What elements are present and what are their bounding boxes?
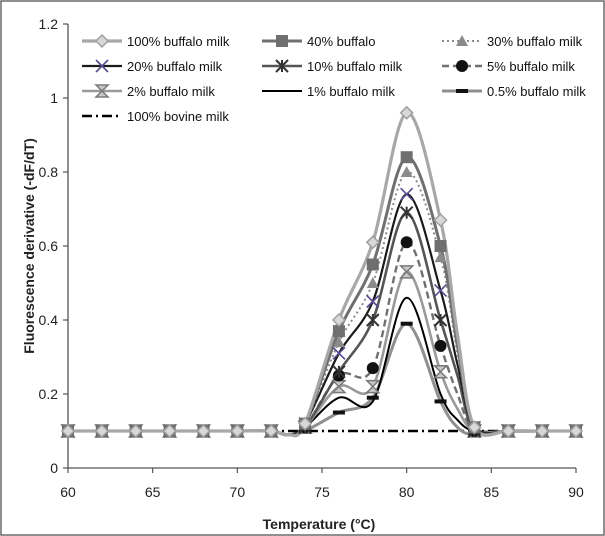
data-point-s1	[230, 423, 245, 439]
legend-marker	[456, 35, 468, 46]
data-point-s6	[434, 339, 447, 352]
legend-item: 20% buffalo milk	[82, 59, 223, 74]
data-point-s1	[365, 235, 380, 250]
legend-label: 100% buffalo milk	[127, 34, 230, 49]
data-point-s1	[568, 423, 584, 439]
data-point-s1	[433, 213, 448, 228]
data-point-s1	[298, 416, 313, 431]
legend-item: 2% buffalo milk	[82, 84, 215, 99]
data-point-s5	[399, 205, 414, 220]
data-point-s6	[366, 362, 379, 375]
data-point-s7	[398, 265, 415, 279]
data-point-s4	[332, 346, 346, 360]
data-point-s9	[400, 321, 413, 326]
legend-label: 10% buffalo milk	[307, 59, 403, 74]
legend-marker	[94, 84, 110, 98]
data-point-s1	[331, 312, 346, 328]
legend-label: 100% bovine milk	[127, 109, 229, 124]
data-point-s5	[433, 313, 448, 327]
data-point-s3	[400, 166, 413, 177]
y-tick-label: 1	[50, 90, 58, 106]
data-point-s5	[366, 313, 380, 327]
x-tick-label: 70	[230, 484, 246, 500]
legend-label: 5% buffalo milk	[487, 59, 575, 74]
y-tick-label: 1.2	[39, 16, 59, 32]
x-tick-label: 60	[60, 484, 76, 500]
legend-marker	[276, 35, 288, 47]
legend-item: 100% buffalo milk	[82, 33, 230, 49]
data-point-s1	[501, 423, 516, 439]
data-point-s3	[366, 277, 379, 288]
legend-marker	[94, 33, 110, 49]
data-point-s1	[399, 105, 414, 120]
legend-label: 2% buffalo milk	[127, 84, 215, 99]
data-point-s9	[332, 410, 345, 415]
legend-label: 0.5% buffalo milk	[487, 84, 586, 99]
x-axis-title: Temperature (°C)	[263, 516, 376, 532]
axes: 0 0.2 0.4 0.6 0.8 1 1.2 60 65 70 75 80 85 90	[39, 16, 584, 500]
data-point-s4	[400, 187, 414, 201]
data-point-s1	[94, 423, 109, 439]
legend-marker	[456, 60, 468, 72]
legend: 100% buffalo milk 40% buffalo 30% buffalo …	[82, 33, 586, 124]
y-tick-label: 0.6	[39, 238, 59, 254]
data-point-s2	[366, 258, 379, 271]
markers-layer	[60, 105, 584, 439]
data-point-s5	[332, 365, 346, 379]
data-point-s9	[366, 395, 379, 400]
data-point-s3	[434, 251, 447, 263]
y-tick-label: 0.4	[39, 312, 59, 328]
data-point-s1	[264, 423, 279, 439]
legend-item: 5% buffalo milk	[442, 59, 575, 74]
legend-marker	[275, 59, 289, 73]
data-point-s2	[400, 151, 413, 164]
legend-label: 1% buffalo milk	[307, 84, 395, 99]
data-point-s7	[364, 379, 381, 394]
data-point-s9	[434, 399, 447, 404]
data-point-s4	[433, 283, 448, 297]
legend-label: 20% buffalo milk	[127, 59, 223, 74]
y-tick-label: 0	[50, 460, 58, 476]
legend-item: 10% buffalo milk	[262, 59, 403, 74]
legend-marker	[456, 89, 468, 93]
y-axis-title: Fluorescence derivative (-dF/dT)	[21, 138, 37, 354]
data-point-s1	[535, 423, 550, 439]
x-tick-label: 85	[484, 484, 500, 500]
data-point-s2	[434, 240, 447, 252]
data-point-s3	[332, 336, 345, 348]
legend-label: 30% buffalo milk	[487, 34, 583, 49]
x-tick-label: 65	[145, 484, 161, 500]
x-tick-label: 75	[314, 484, 330, 500]
legend-marker	[95, 59, 109, 73]
x-tick-label: 80	[399, 484, 415, 500]
legend-item: 1% buffalo milk	[262, 84, 395, 99]
legend-item: 40% buffalo	[262, 34, 375, 49]
legend-item: 30% buffalo milk	[442, 34, 583, 49]
data-point-s1	[196, 423, 211, 439]
legend-item: 100% bovine milk	[82, 109, 229, 124]
data-point-s1	[162, 423, 177, 439]
data-point-s6	[400, 236, 413, 249]
data-point-s7	[432, 365, 449, 379]
legend-label: 40% buffalo	[307, 34, 375, 49]
x-tick-label: 90	[568, 484, 584, 500]
legend-item: 0.5% buffalo milk	[442, 84, 586, 99]
y-tick-label: 0.8	[39, 164, 59, 180]
data-point-s4	[366, 294, 380, 309]
data-point-s1	[60, 423, 76, 439]
y-tick-label: 0.2	[39, 386, 59, 402]
data-point-s1	[467, 420, 482, 435]
data-point-s2	[332, 325, 345, 338]
data-point-s1	[128, 423, 143, 439]
